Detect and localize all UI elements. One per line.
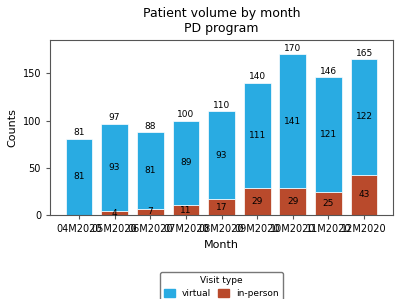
Text: 4: 4: [112, 209, 118, 218]
Text: 111: 111: [248, 131, 266, 140]
Text: 81: 81: [144, 166, 156, 175]
Text: 170: 170: [284, 44, 302, 53]
Bar: [315, 77, 342, 192]
Bar: [280, 188, 306, 215]
Text: 11: 11: [180, 206, 192, 215]
Text: 141: 141: [284, 117, 301, 126]
Text: 110: 110: [213, 101, 230, 110]
Bar: [351, 175, 378, 215]
Bar: [315, 192, 342, 215]
Text: 121: 121: [320, 130, 337, 139]
Bar: [101, 211, 128, 215]
Y-axis label: Counts: Counts: [7, 108, 17, 147]
Bar: [280, 54, 306, 188]
Bar: [244, 188, 270, 215]
Bar: [172, 205, 199, 215]
Text: 100: 100: [177, 110, 194, 119]
Text: 29: 29: [287, 197, 298, 206]
Text: 89: 89: [180, 158, 192, 167]
Text: 165: 165: [356, 49, 373, 58]
Legend: virtual, in-person: virtual, in-person: [160, 272, 283, 299]
X-axis label: Month: Month: [204, 240, 239, 250]
Text: 122: 122: [356, 112, 372, 121]
Text: 93: 93: [216, 151, 227, 160]
Text: 25: 25: [323, 199, 334, 208]
Text: 88: 88: [144, 122, 156, 131]
Text: 17: 17: [216, 203, 227, 212]
Text: 43: 43: [358, 190, 370, 199]
Text: 93: 93: [109, 163, 120, 172]
Bar: [137, 209, 164, 215]
Text: 81: 81: [73, 128, 85, 137]
Text: 140: 140: [249, 72, 266, 81]
Bar: [208, 199, 235, 215]
Text: 146: 146: [320, 67, 337, 76]
Bar: [172, 121, 199, 205]
Text: 29: 29: [252, 197, 263, 206]
Bar: [66, 139, 92, 215]
Bar: [351, 59, 378, 175]
Bar: [244, 83, 270, 188]
Bar: [101, 123, 128, 211]
Title: Patient volume by month
PD program: Patient volume by month PD program: [143, 7, 300, 35]
Bar: [137, 132, 164, 209]
Text: 81: 81: [73, 173, 85, 181]
Text: 7: 7: [147, 208, 153, 216]
Text: 97: 97: [109, 113, 120, 122]
Bar: [208, 111, 235, 199]
